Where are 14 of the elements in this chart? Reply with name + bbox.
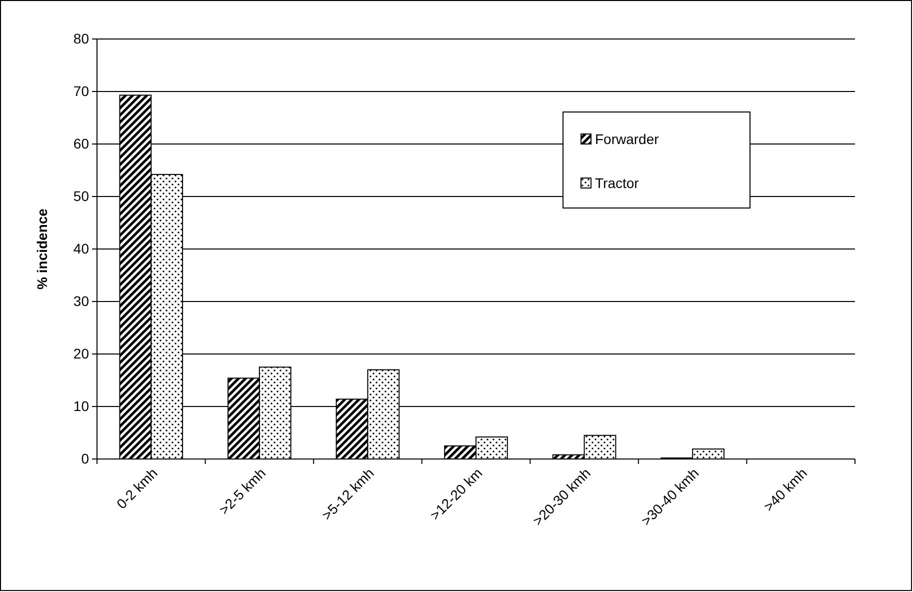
- y-axis-title: % incidence: [34, 208, 50, 290]
- y-tick-label: 50: [73, 188, 90, 204]
- y-tick-label: 30: [73, 292, 90, 309]
- y-tick-label: 0: [81, 450, 90, 466]
- x-tick-label: 0-2 kmh: [113, 464, 160, 512]
- y-tick-label: 70: [73, 82, 90, 99]
- legend-label: Forwarder: [595, 131, 660, 147]
- legend-label: Tractor: [595, 175, 640, 191]
- x-tick-label: >40 kmh: [760, 464, 810, 514]
- y-tick-label: 10: [73, 398, 90, 414]
- y-tick-label: 60: [73, 135, 90, 152]
- y-tick-label: 80: [73, 30, 90, 46]
- y-tick-label: 20: [73, 345, 90, 362]
- y-tick-label: 40: [73, 240, 90, 256]
